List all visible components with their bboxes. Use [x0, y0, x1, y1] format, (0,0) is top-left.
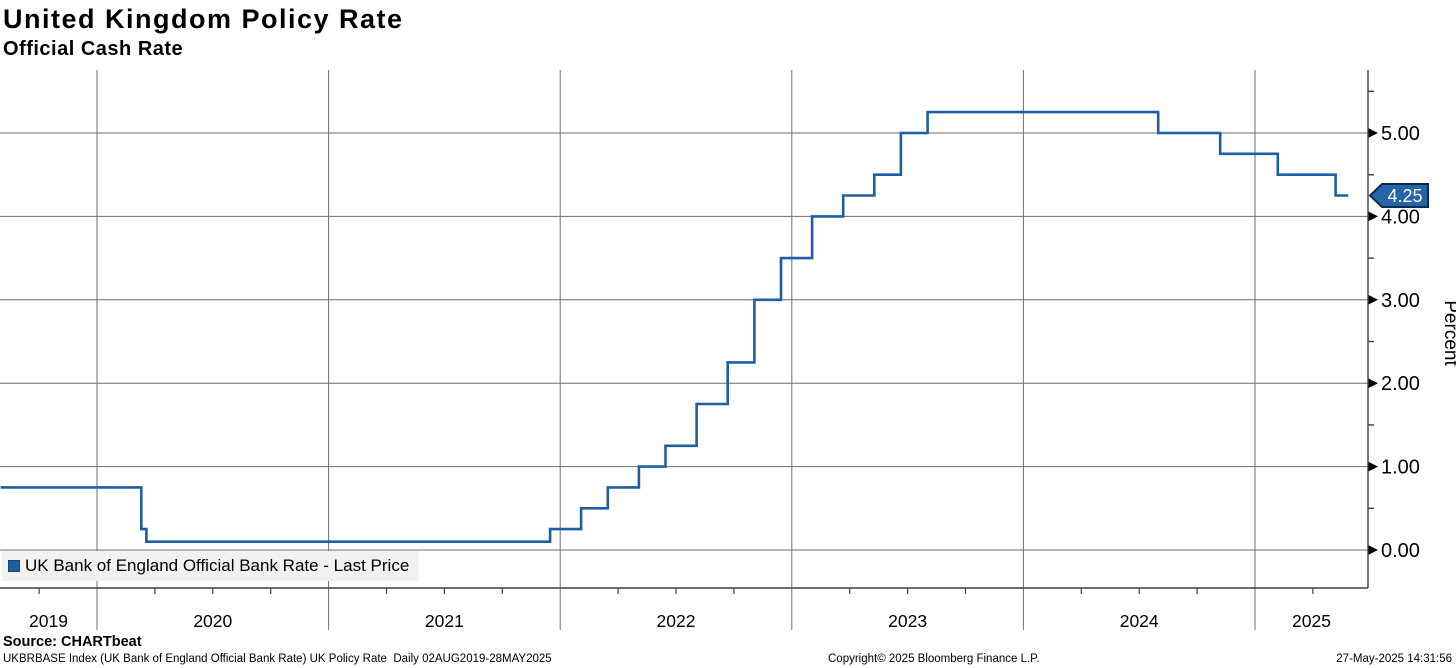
x-year-label: 2019	[29, 611, 68, 631]
x-year-label: 2020	[193, 611, 232, 631]
y-tick-arrow-icon	[1368, 545, 1378, 555]
legend-series-marker-icon	[8, 560, 20, 572]
y-axis-title: Percent	[1440, 300, 1456, 366]
footer-source: Source: CHARTbeat	[3, 634, 142, 650]
rate-step-line	[0, 110, 1349, 543]
last-price-badge-value: 4.25	[1387, 186, 1422, 206]
y-tick-arrow-icon	[1368, 128, 1378, 138]
footer-copyright: Copyright© 2025 Bloomberg Finance L.P.	[828, 653, 1040, 665]
legend-item[interactable]: UK Bank of England Official Bank Rate - …	[2, 551, 420, 581]
y-tick-arrow-icon	[1368, 461, 1378, 472]
y-tick-label: 5.00	[1381, 123, 1420, 145]
footer-description: UKBRBASE Index (UK Bank of England Offic…	[3, 653, 552, 665]
footer-timestamp: 27-May-2025 14:31:56	[1336, 653, 1452, 665]
y-tick-label: 4.00	[1381, 206, 1420, 228]
y-tick-label: 1.00	[1381, 457, 1420, 479]
y-tick-label: 2.00	[1381, 373, 1420, 395]
legend-series-label: UK Bank of England Official Bank Rate - …	[25, 556, 410, 575]
x-year-label: 2021	[425, 611, 464, 631]
x-year-label: 2023	[888, 611, 927, 631]
x-year-label: 2025	[1292, 611, 1331, 631]
last-price-badge	[1368, 183, 1429, 209]
y-tick-arrow-icon	[1368, 294, 1378, 305]
y-tick-label: 3.00	[1381, 290, 1420, 312]
page-title: United Kingdom Policy Rate	[3, 4, 404, 34]
page-subtitle: Official Cash Rate	[3, 38, 184, 60]
y-tick-label: 0.00	[1381, 540, 1420, 562]
y-tick-arrow-icon	[1368, 211, 1378, 222]
x-year-label: 2024	[1120, 611, 1159, 631]
x-year-label: 2022	[657, 611, 696, 631]
y-tick-arrow-icon	[1368, 378, 1378, 389]
